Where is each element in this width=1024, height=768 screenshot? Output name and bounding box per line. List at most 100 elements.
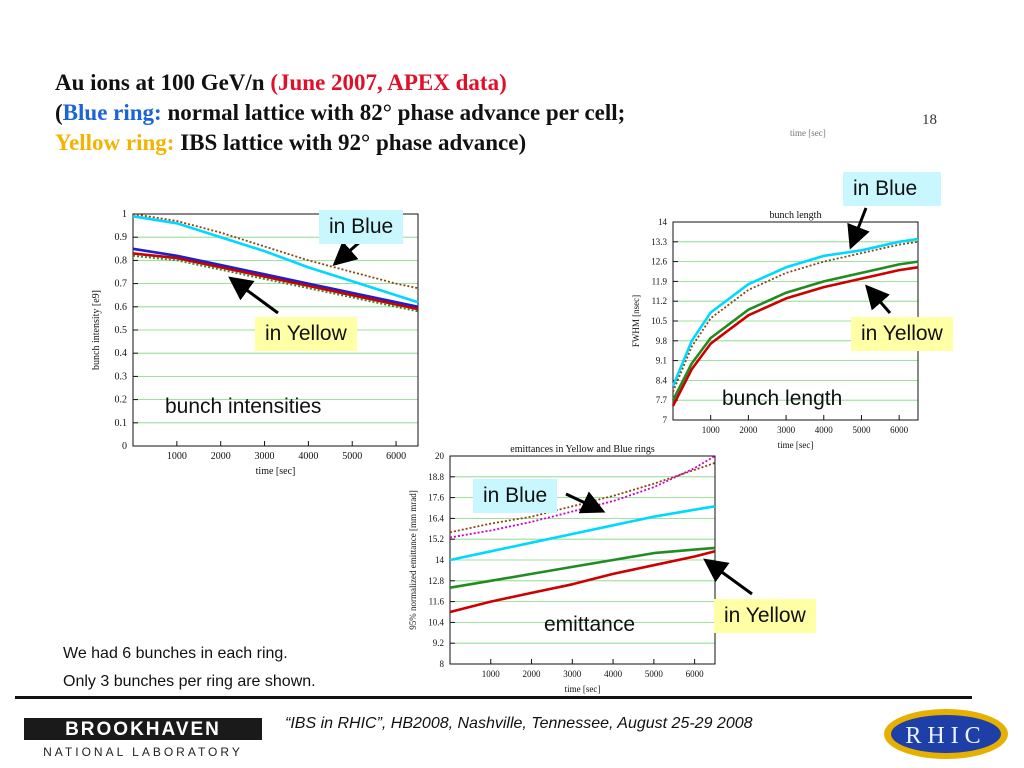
emit-caption: emittance — [544, 613, 636, 636]
emittance-chart: 8 9.2 10.4 11.6 12.8 14 15.2 16.4 17.6 18.8 20 1000… — [408, 444, 716, 694]
page-number: 18 — [922, 112, 937, 128]
bunch-length-chart: 7 7.7 8.4 9.1 9.8 10.5 11.2 11.9 12.6 13.3 14 1000 2… — [631, 210, 919, 450]
x-tick-label: 6000 — [890, 425, 909, 435]
series-line-2 — [132, 247, 419, 309]
series-line-0 — [132, 213, 419, 290]
title-yellow-ring: Yellow ring: — [55, 130, 175, 155]
logo-right-core — [891, 715, 1001, 753]
logo-right-text: RHIC — [905, 723, 986, 749]
x-tick-label: 5000 — [342, 451, 362, 462]
x-tick-label: 2000 — [523, 669, 542, 679]
y-tick-label: 18.8 — [428, 472, 444, 482]
title-blue-ring: Blue ring: — [62, 100, 162, 125]
y-tick-label: 0 — [122, 441, 127, 452]
x-tick-label: 2000 — [211, 451, 231, 462]
y-tick-label: 9.1 — [656, 356, 667, 366]
series-line-3 — [449, 546, 716, 589]
arrow-emit-blue — [565, 491, 606, 514]
x-tick-label: 3000 — [255, 451, 275, 462]
x-tick-label: 4000 — [604, 669, 623, 679]
title-paren: ( — [55, 100, 63, 125]
y-tick-label: 0.4 — [115, 348, 128, 359]
x-tick-label: 1000 — [167, 451, 187, 462]
x-tick-label: 1000 — [482, 669, 501, 679]
y-tick-label: 7.7 — [656, 395, 668, 405]
series-line-1 — [132, 215, 419, 304]
y-axis-label: 95% normalized emittance [mm mrad] — [408, 490, 418, 629]
footer-divider — [15, 696, 972, 699]
x-axis-label: time [sec] — [565, 684, 601, 694]
emit-blue-label: in Blue — [473, 479, 558, 513]
y-tick-label: 10.5 — [651, 316, 667, 326]
title-line-1: Au ions at 100 GeV/n (June 2007, APEX da… — [55, 70, 507, 96]
x-tick-label: 6000 — [686, 669, 705, 679]
intensity-yellow-label: in Yellow — [255, 317, 357, 351]
series-line-2 — [449, 505, 716, 562]
y-tick-label: 10.4 — [428, 617, 444, 627]
y-tick-label: 20 — [435, 451, 445, 461]
y-tick-label: 8 — [440, 659, 445, 669]
x-tick-label: 3000 — [563, 669, 582, 679]
y-tick-label: 9.8 — [656, 336, 668, 346]
series-line-0 — [671, 237, 919, 387]
rhic-logo: RHIC — [884, 709, 1008, 759]
y-axis-label: bunch intensity [e9] — [91, 290, 102, 370]
y-axis-label: FWHM [nsec] — [631, 295, 641, 347]
emit-yellow-label: in Yellow — [714, 599, 816, 633]
x-tick-label: 2000 — [739, 425, 758, 435]
logo-left-bar — [24, 718, 262, 740]
y-tick-label: 17.6 — [428, 493, 444, 503]
title-main: Au ions at 100 GeV/n — [55, 70, 271, 95]
y-tick-label: 0.7 — [115, 279, 128, 290]
note-bunches-total: We had 6 bunches in each ring. — [63, 645, 288, 662]
series-line-4 — [132, 254, 419, 313]
series-line-1 — [672, 240, 919, 393]
series-line-3 — [132, 252, 419, 311]
intensity-blue-label: in Blue — [319, 210, 404, 244]
y-tick-label: 9.2 — [433, 638, 444, 648]
title-yellow-desc: IBS lattice with 92° phase advance) — [174, 130, 527, 155]
x-axis-label: time [sec] — [256, 466, 296, 477]
y-tick-label: 16.4 — [428, 513, 444, 523]
x-tick-label: 5000 — [645, 669, 664, 679]
arrow-length-yellow — [865, 284, 892, 314]
y-tick-label: 1 — [122, 209, 127, 220]
series-line-0 — [449, 455, 716, 539]
y-tick-label: 12.8 — [428, 576, 444, 586]
x-tick-label: 5000 — [852, 425, 871, 435]
x-tick-label: 4000 — [298, 451, 318, 462]
y-tick-label: 7 — [663, 415, 668, 425]
title-date: (June 2007, APEX data) — [270, 70, 507, 95]
chart-title: bunch length — [770, 210, 822, 221]
y-tick-label: 0.8 — [115, 255, 128, 266]
y-tick-label: 8.4 — [656, 375, 668, 385]
length-blue-label: in Blue — [843, 172, 942, 206]
x-tick-label: 6000 — [386, 451, 406, 462]
y-tick-label: 0.9 — [115, 232, 128, 243]
y-tick-label: 0.6 — [115, 302, 128, 313]
series-line-2 — [671, 260, 919, 401]
logo-left-top: BROOKHAVEN — [65, 719, 221, 740]
chart-title: emittances in Yellow and Blue rings — [510, 444, 655, 455]
y-tick-label: 11.9 — [652, 276, 668, 286]
x-tick-label: 3000 — [777, 425, 796, 435]
y-tick-label: 15.2 — [428, 534, 444, 544]
y-tick-label: 0.1 — [115, 418, 128, 429]
arrow-length-blue — [847, 207, 870, 250]
footer-citation: “IBS in RHIC”, HB2008, Nashville, Tennes… — [285, 715, 753, 732]
title-line-2: (Blue ring: normal lattice with 82° phas… — [55, 100, 625, 126]
y-tick-label: 0.2 — [115, 395, 128, 406]
length-yellow-label: in Yellow — [851, 317, 953, 351]
x-axis-label: time [sec] — [778, 440, 814, 450]
ghost-axis-label: time [sec] — [790, 128, 826, 138]
series-line-3 — [671, 266, 919, 407]
intensity-chart: 0 0.1 0.2 0.3 0.4 0.5 0.6 0.7 0.8 0.9 1 1000 2000 300… — [91, 209, 419, 477]
arrow-emit-yellow — [703, 558, 753, 596]
intensity-caption: bunch intensities — [165, 395, 322, 418]
series-line-1 — [449, 462, 716, 534]
y-tick-label: 0.5 — [115, 325, 128, 336]
length-caption: bunch length — [722, 387, 843, 410]
y-tick-label: 12.6 — [651, 257, 667, 267]
y-tick-label: 13.3 — [651, 237, 667, 247]
